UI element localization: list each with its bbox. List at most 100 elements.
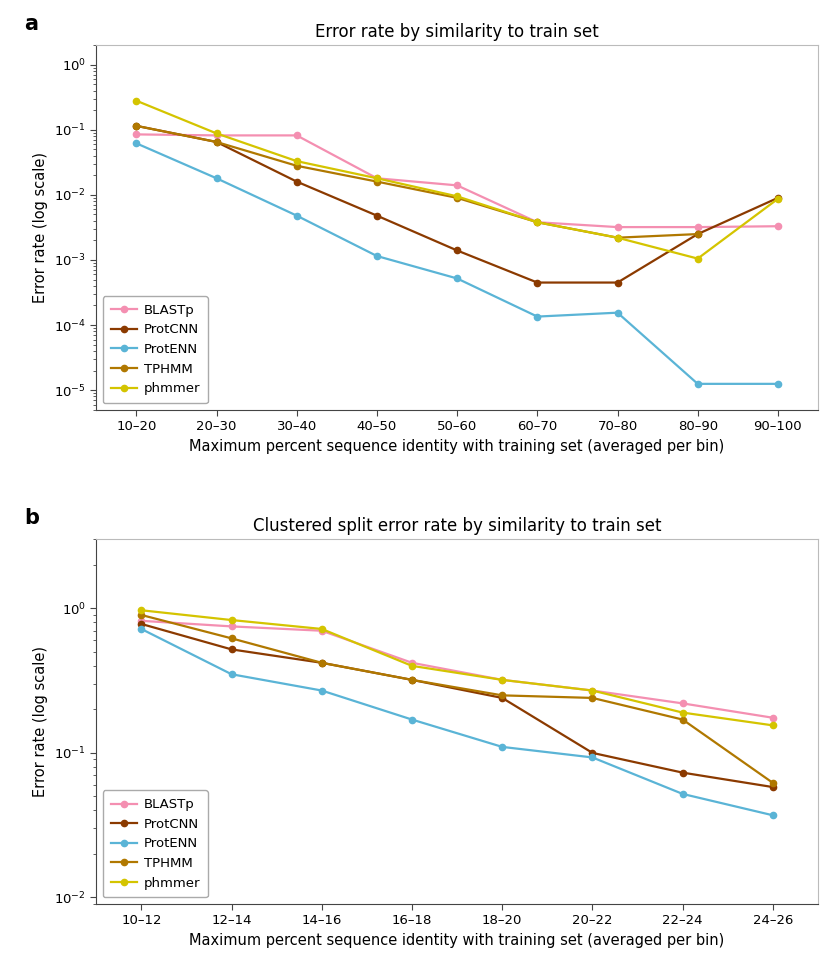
TPHMM bbox=[587, 692, 597, 704]
Text: a: a bbox=[24, 14, 38, 34]
ProtENN bbox=[317, 685, 327, 696]
phmmer bbox=[612, 232, 622, 244]
Line: phmmer: phmmer bbox=[138, 607, 776, 728]
ProtENN bbox=[292, 210, 302, 221]
TPHMM bbox=[227, 633, 237, 644]
ProtCNN bbox=[587, 747, 597, 759]
ProtCNN bbox=[612, 276, 622, 288]
TPHMM bbox=[372, 176, 382, 188]
TPHMM bbox=[612, 232, 622, 244]
phmmer bbox=[587, 685, 597, 696]
Legend: BLASTp, ProtCNN, ProtENN, TPHMM, phmmer: BLASTp, ProtCNN, ProtENN, TPHMM, phmmer bbox=[102, 296, 208, 403]
X-axis label: Maximum percent sequence identity with training set (averaged per bin): Maximum percent sequence identity with t… bbox=[189, 439, 725, 454]
X-axis label: Maximum percent sequence identity with training set (averaged per bin): Maximum percent sequence identity with t… bbox=[189, 933, 725, 948]
BLASTp bbox=[372, 172, 382, 184]
BLASTp bbox=[292, 130, 302, 142]
ProtENN bbox=[407, 714, 417, 725]
BLASTp bbox=[532, 217, 542, 228]
BLASTp bbox=[678, 697, 688, 709]
phmmer bbox=[137, 605, 147, 616]
phmmer bbox=[372, 172, 382, 184]
TPHMM bbox=[212, 136, 222, 147]
phmmer bbox=[693, 253, 703, 265]
TPHMM bbox=[132, 120, 142, 132]
phmmer bbox=[212, 128, 222, 140]
BLASTp bbox=[452, 179, 462, 191]
ProtCNN bbox=[768, 781, 778, 793]
phmmer bbox=[132, 95, 142, 107]
ProtENN bbox=[587, 752, 597, 764]
ProtENN bbox=[372, 250, 382, 262]
ProtCNN bbox=[137, 618, 147, 630]
phmmer bbox=[768, 719, 778, 731]
BLASTp bbox=[132, 129, 142, 141]
Line: ProtCNN: ProtCNN bbox=[133, 122, 781, 286]
TPHMM bbox=[137, 610, 147, 621]
phmmer bbox=[227, 614, 237, 626]
phmmer bbox=[317, 623, 327, 635]
phmmer bbox=[407, 660, 417, 671]
ProtCNN bbox=[497, 692, 507, 704]
ProtENN bbox=[773, 378, 783, 390]
ProtCNN bbox=[132, 120, 142, 132]
ProtENN bbox=[137, 623, 147, 635]
TPHMM bbox=[768, 777, 778, 789]
Line: ProtCNN: ProtCNN bbox=[138, 621, 776, 791]
TPHMM bbox=[452, 192, 462, 203]
Line: ProtENN: ProtENN bbox=[133, 141, 781, 387]
BLASTp bbox=[587, 685, 597, 696]
BLASTp bbox=[137, 615, 147, 627]
ProtCNN bbox=[452, 245, 462, 256]
ProtENN bbox=[497, 742, 507, 753]
Text: b: b bbox=[24, 508, 39, 529]
Y-axis label: Error rate (log scale): Error rate (log scale) bbox=[33, 152, 48, 303]
phmmer bbox=[452, 191, 462, 202]
Y-axis label: Error rate (log scale): Error rate (log scale) bbox=[33, 646, 48, 797]
ProtCNN bbox=[317, 657, 327, 668]
ProtCNN bbox=[227, 643, 237, 655]
phmmer bbox=[292, 155, 302, 167]
Line: TPHMM: TPHMM bbox=[138, 612, 776, 786]
TPHMM bbox=[407, 674, 417, 686]
BLASTp bbox=[768, 712, 778, 723]
BLASTp bbox=[497, 674, 507, 686]
BLASTp bbox=[693, 221, 703, 233]
Line: TPHMM: TPHMM bbox=[133, 122, 701, 241]
Line: ProtENN: ProtENN bbox=[138, 626, 776, 819]
TPHMM bbox=[678, 714, 688, 725]
BLASTp bbox=[612, 221, 622, 233]
Line: BLASTp: BLASTp bbox=[138, 617, 776, 721]
ProtCNN bbox=[532, 276, 542, 288]
Title: Error rate by similarity to train set: Error rate by similarity to train set bbox=[315, 23, 599, 40]
phmmer bbox=[532, 217, 542, 228]
TPHMM bbox=[532, 217, 542, 228]
phmmer bbox=[497, 674, 507, 686]
ProtCNN bbox=[212, 136, 222, 147]
ProtCNN bbox=[693, 228, 703, 240]
ProtCNN bbox=[773, 192, 783, 203]
ProtENN bbox=[452, 273, 462, 284]
ProtENN bbox=[532, 311, 542, 323]
Line: BLASTp: BLASTp bbox=[133, 131, 781, 230]
ProtCNN bbox=[372, 210, 382, 221]
ProtENN bbox=[132, 138, 142, 149]
ProtENN bbox=[212, 172, 222, 184]
BLASTp bbox=[773, 221, 783, 232]
Legend: BLASTp, ProtCNN, ProtENN, TPHMM, phmmer: BLASTp, ProtCNN, ProtENN, TPHMM, phmmer bbox=[102, 791, 208, 898]
TPHMM bbox=[317, 657, 327, 668]
ProtCNN bbox=[407, 674, 417, 686]
ProtCNN bbox=[292, 176, 302, 188]
TPHMM bbox=[693, 228, 703, 240]
ProtENN bbox=[227, 668, 237, 680]
TPHMM bbox=[497, 690, 507, 701]
BLASTp bbox=[317, 625, 327, 637]
BLASTp bbox=[407, 657, 417, 668]
phmmer bbox=[773, 193, 783, 204]
ProtENN bbox=[678, 788, 688, 799]
Title: Clustered split error rate by similarity to train set: Clustered split error rate by similarity… bbox=[253, 517, 661, 535]
ProtENN bbox=[768, 810, 778, 821]
phmmer bbox=[678, 707, 688, 718]
BLASTp bbox=[227, 620, 237, 632]
BLASTp bbox=[212, 130, 222, 142]
ProtENN bbox=[612, 307, 622, 319]
